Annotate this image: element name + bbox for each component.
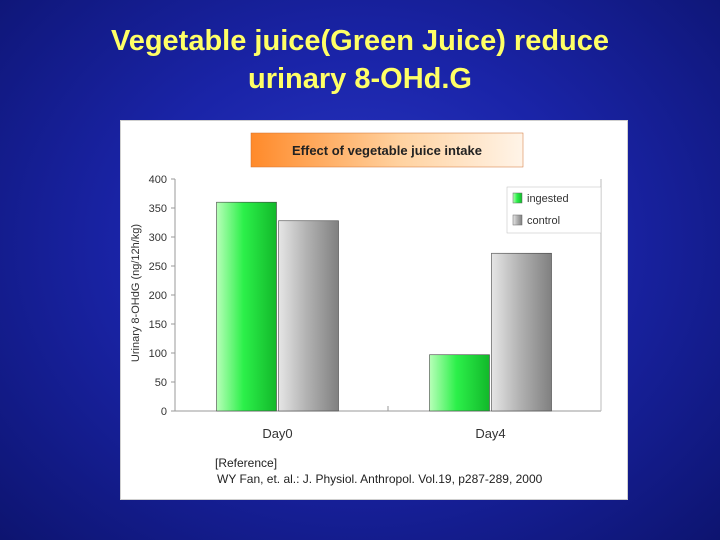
y-tick-label: 400 [149, 174, 167, 186]
y-tick-label: 50 [155, 377, 167, 389]
bar-ingested-Day4 [429, 354, 490, 412]
y-tick-label: 100 [149, 348, 167, 360]
bar-control-Day4 [491, 252, 552, 412]
x-tick-label-Day0: Day0 [262, 426, 292, 441]
y-tick-label: 150 [149, 319, 167, 331]
legend-label-control: control [527, 215, 560, 227]
bar-ingested-Day0 [216, 201, 277, 412]
slide-title-line-1: Vegetable juice(Green Juice) reduce [110, 25, 610, 57]
y-axis-ticks: 0 50 100 150 200 250 300 350 400 [149, 174, 175, 418]
reference-heading: [Reference] [215, 456, 277, 470]
x-tick-label-Day4: Day4 [475, 426, 505, 441]
bar-chart: Effect of vegetable juice intake 0 50 100 1… [130, 132, 602, 486]
bar-control-Day0 [278, 220, 339, 412]
y-tick-label: 0 [161, 406, 167, 418]
bars-group [216, 201, 552, 412]
chart-title-box: Effect of vegetable juice intake [250, 132, 524, 168]
legend-box [506, 186, 602, 234]
slide-title-line-2: urinary 8-OHd.G [248, 63, 472, 95]
chart-panel: Effect of vegetable juice intake 0 50 100 1… [120, 120, 628, 500]
chart-title: Effect of vegetable juice intake [292, 143, 482, 158]
chart-title-background [250, 132, 524, 168]
slide-title: Vegetable juice(Green Juice) reduce urin… [0, 22, 720, 98]
y-axis-label: Urinary 8-OHdG (ng/12h/kg) [130, 224, 142, 362]
y-tick-label: 200 [149, 290, 167, 302]
x-axis-labels: Day0 Day4 [262, 426, 505, 441]
y-tick-label: 350 [149, 203, 167, 215]
legend-swatch-ingested [512, 192, 523, 204]
legend-swatch-control [512, 214, 523, 226]
reference-citation: WY Fan, et. al.: J. Physiol. Anthropol. … [217, 472, 543, 486]
legend: ingested control [506, 186, 602, 234]
legend-label-ingested: ingested [527, 193, 569, 205]
y-tick-label: 300 [149, 232, 167, 244]
y-tick-label: 250 [149, 261, 167, 273]
